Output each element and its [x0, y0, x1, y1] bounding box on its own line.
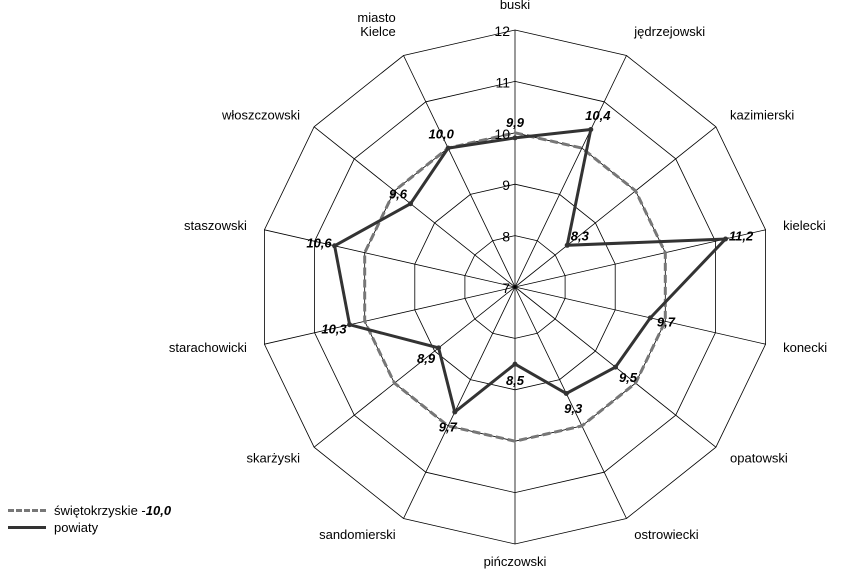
category-labels: buski jędrzejowski kazimierski kielecki kone… — [169, 0, 827, 569]
data-point-8 — [452, 409, 458, 415]
data-label-11: 10,6 — [306, 235, 332, 250]
spoke-12 — [313, 126, 516, 288]
category-label-12: włoszczowski — [221, 108, 300, 123]
legend-label-powiaty: powiaty — [54, 520, 99, 535]
legend-swatch-dashed — [8, 509, 46, 512]
category-label-9: skarżyski — [247, 451, 301, 466]
category-label-5: opatowski — [730, 451, 788, 466]
data-labels: 9,9 10,4 8,3 11,2 9,7 9,5 9,3 8,5 9,7 8,9 10,3 10,6… — [306, 108, 754, 434]
data-label-9: 8,9 — [417, 351, 436, 366]
spoke-11 — [264, 229, 516, 288]
data-point-9 — [436, 345, 442, 351]
data-label-2: 8,3 — [571, 228, 590, 243]
data-point-0 — [512, 135, 518, 141]
category-label-1: jędrzejowski — [633, 24, 705, 39]
data-label-8: 9,7 — [439, 420, 458, 435]
spoke-2 — [514, 126, 717, 288]
data-point-2 — [564, 242, 570, 248]
legend-entry-swietokrzyskie: świętokrzyskie - 10,0 — [8, 502, 171, 519]
category-label-11: staszowski — [184, 218, 247, 233]
data-point-7 — [512, 361, 518, 367]
data-point-1 — [588, 127, 594, 132]
spoke-1 — [514, 55, 627, 288]
category-label-7: pińczowski — [484, 554, 547, 569]
spoke-9 — [313, 286, 516, 448]
spoke-4 — [514, 286, 766, 345]
radar-series — [332, 127, 730, 443]
category-label-6: ostrowiecki — [634, 527, 698, 542]
spoke-8 — [403, 286, 516, 519]
spoke-13 — [403, 55, 516, 288]
data-point-5 — [613, 364, 618, 370]
category-label-8: sandomierski — [319, 527, 396, 542]
spoke-10 — [264, 286, 516, 345]
category-label-13: miasto Kielce — [357, 10, 395, 39]
tick-label-12: 12 — [494, 23, 510, 39]
data-label-0: 9,9 — [506, 115, 525, 130]
category-label-0: buski — [500, 0, 530, 12]
spoke-6 — [514, 286, 627, 519]
data-label-3: 11,2 — [729, 228, 754, 243]
legend-entry-powiaty: powiaty — [8, 519, 171, 536]
tick-label-10: 10 — [494, 126, 510, 142]
data-point-6 — [563, 391, 569, 396]
data-point-12 — [408, 201, 413, 207]
data-point-10 — [347, 322, 353, 328]
data-label-10: 10,3 — [321, 321, 347, 336]
legend-value-swietokrzyskie: 10,0 — [145, 503, 172, 518]
data-label-5: 9,5 — [619, 370, 638, 385]
category-label-10: starachowicki — [169, 340, 247, 355]
category-label-3: kielecki — [783, 218, 826, 233]
data-label-1: 10,4 — [585, 108, 611, 123]
data-label-7: 8,5 — [506, 373, 525, 388]
legend-swatch-solid — [8, 526, 46, 529]
tick-label-7: 7 — [502, 280, 510, 296]
data-label-12: 9,6 — [389, 187, 408, 202]
data-label-13: 10,0 — [429, 127, 455, 142]
legend-label-swietokrzyskie: świętokrzyskie - — [54, 503, 146, 518]
series-line-powiaty — [332, 127, 730, 415]
data-label-6: 9,3 — [564, 401, 583, 416]
data-label-4: 9,7 — [657, 314, 676, 329]
radial-tick-labels: 7 8 9 10 11 12 — [494, 23, 510, 296]
tick-label-8: 8 — [502, 229, 510, 245]
tick-label-9: 9 — [502, 177, 510, 193]
radar-spokes — [264, 30, 766, 544]
data-point-13 — [445, 145, 451, 151]
data-point-3 — [723, 236, 728, 242]
category-label-2: kazimierski — [730, 108, 794, 123]
category-label-4: konecki — [783, 340, 827, 355]
data-point-4 — [647, 315, 653, 321]
series-line-swietokrzyskie — [363, 131, 667, 443]
legend: świętokrzyskie - 10,0 powiaty — [8, 502, 171, 536]
tick-label-11: 11 — [495, 74, 510, 90]
data-point-11 — [332, 243, 338, 249]
